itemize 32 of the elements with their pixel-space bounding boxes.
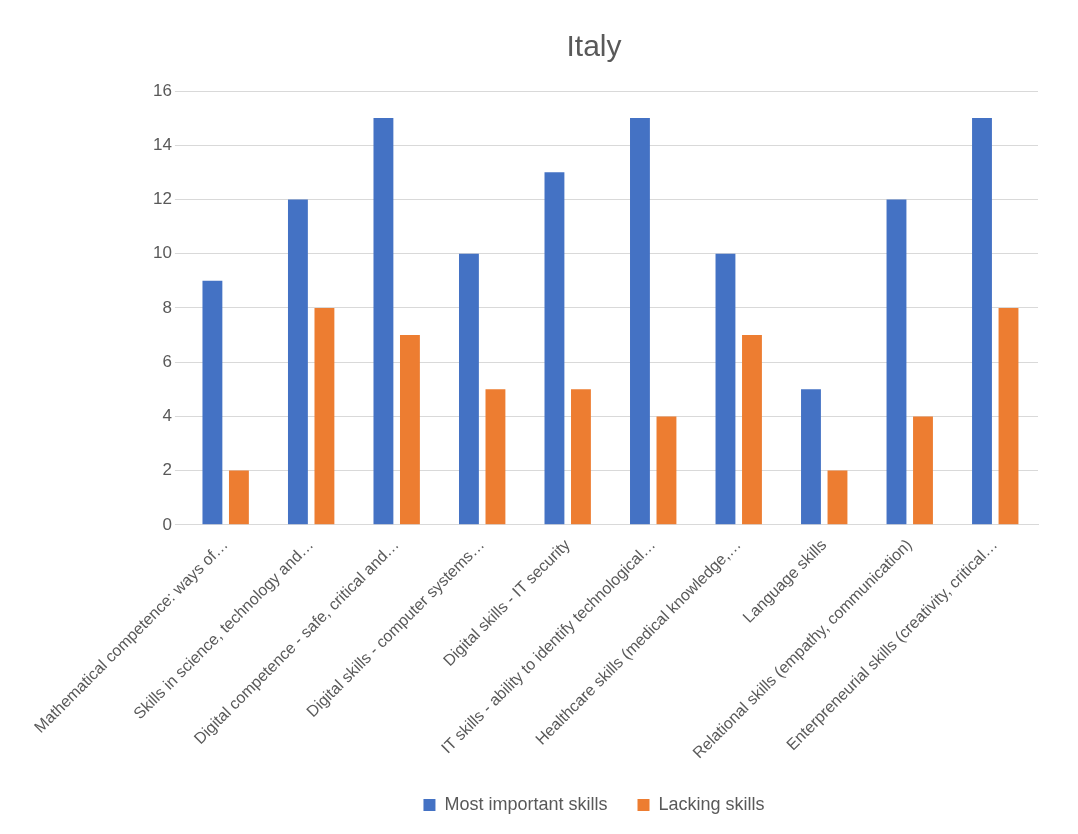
y-tick-label: 6 [162,351,172,371]
bar [998,307,1019,525]
bar [228,470,249,525]
y-tick-label: 0 [162,514,172,534]
bar [886,199,907,525]
y-tick-label: 8 [162,297,172,317]
bar [630,118,650,525]
bar [287,199,308,525]
bar [373,118,394,525]
legend-label: Most important skills [444,793,608,814]
y-tick-label: 14 [152,134,172,154]
bar [202,280,223,525]
bar [715,253,736,525]
bar [656,416,677,525]
y-tick-label: 4 [162,406,172,426]
y-tick-label: 16 [152,80,172,100]
bar [400,335,420,525]
bar [913,416,933,525]
legend-label: Lacking skills [658,793,765,814]
bar [972,118,992,525]
bar [544,172,565,525]
bar [801,389,821,525]
bar [485,389,506,525]
bar [571,389,591,525]
y-tick-label: 12 [152,189,172,209]
bar [827,470,848,525]
bar [314,307,335,525]
chart-title: Italy [566,29,622,63]
bar [459,253,479,525]
y-tick-label: 2 [162,460,172,480]
y-tick-label: 10 [152,243,172,263]
bar [742,335,762,525]
